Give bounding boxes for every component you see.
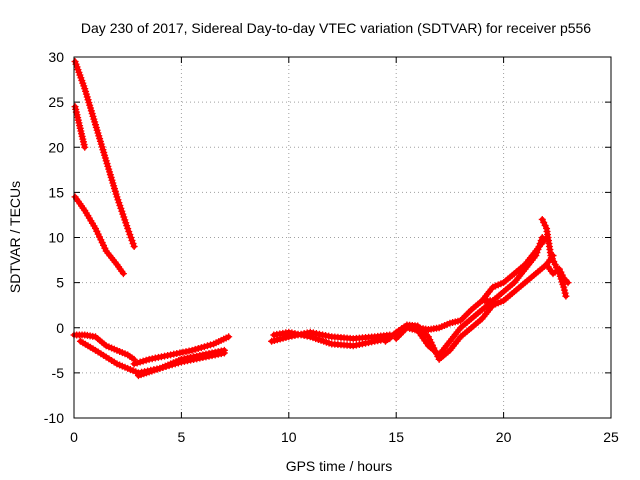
y-tick-label: 10 [48,230,64,246]
grid [74,57,611,418]
data-point-marker [547,252,555,260]
data-point-marker [159,363,167,371]
data-point-marker [197,344,205,352]
x-tick-label: 15 [388,429,404,445]
y-tick-label: -5 [52,365,65,381]
data-point-marker [558,271,566,279]
data-point-marker [156,364,164,372]
y-tick-label: -10 [44,410,64,426]
data-point-marker [203,342,211,350]
data-point-marker [225,333,233,341]
data-point-marker [562,292,570,300]
data-point-marker [533,249,541,257]
data-point-marker [535,243,543,251]
data-point-marker [142,356,150,364]
data-series [70,58,572,380]
series-arc-upper-30 [71,58,138,251]
data-point-marker [188,346,196,354]
series-arc-late-a [538,215,570,300]
y-axis-label: SDTVAR / TECUs [7,181,23,293]
y-tick-label: 5 [56,275,64,291]
data-point-marker [541,221,549,229]
x-tick-label: 25 [603,429,619,445]
data-point-marker [220,349,228,357]
data-point-marker [532,252,540,260]
data-point-marker [550,258,558,266]
data-point-marker [127,234,135,241]
series-arc-morning-d [134,349,228,380]
y-tick-label: 20 [48,139,64,155]
data-point-marker [133,359,141,367]
data-point-marker [139,357,147,365]
data-point-marker [540,218,548,226]
x-tick-label: 20 [496,429,512,445]
x-tick-label: 0 [70,429,78,445]
series-arc-late-b [543,261,572,287]
data-point-marker [168,361,176,369]
data-point-marker [557,268,565,276]
data-point-marker [194,345,202,353]
data-point-marker [548,255,556,263]
data-point-marker [564,279,572,287]
axis-ticks [73,56,612,419]
data-point-marker [561,289,569,297]
data-point-marker [191,345,199,353]
data-point-marker [538,215,546,223]
y-tick-label: 30 [48,49,64,65]
series-arc-morning-c [130,333,233,368]
data-point-marker [165,362,173,370]
data-point-marker [200,343,208,351]
data-point-marker [126,230,134,238]
data-point-marker [129,240,137,248]
data-point-marker [136,358,144,366]
x-tick-label: 10 [281,429,297,445]
data-point-marker [119,270,127,278]
chart-title: Day 230 of 2017, Sidereal Day-to-day VTE… [81,20,591,36]
y-tick-label: 0 [56,320,64,336]
y-tick-label: 15 [48,184,64,200]
data-point-marker [162,363,170,371]
data-point-marker [128,237,136,245]
x-axis-label: GPS time / hours [286,458,393,474]
data-point-marker [81,143,89,151]
data-point-marker [536,240,544,248]
data-point-marker [560,286,568,294]
data-point-marker [125,227,133,235]
y-tick-label: 25 [48,94,64,110]
data-point-marker [130,243,138,251]
data-point-marker [551,261,559,269]
series-arc-upper-25 [71,103,89,151]
tick-labels: 0 5 10 15 20 25 -10 -5 0 5 10 15 20 25 30 [44,49,619,445]
data-point-marker [124,224,132,232]
series-arc-morning-a [70,331,138,363]
x-tick-label: 5 [178,429,186,445]
data-point-marker [555,265,563,273]
data-point-marker [207,341,215,349]
data-point-marker [130,360,138,368]
series-arc-evening-a [478,234,546,305]
data-point-marker [534,246,542,254]
data-point-marker [560,283,568,291]
data-point-marker [174,359,182,367]
data-point-marker [537,237,545,245]
data-point-marker [171,360,179,368]
series-arc-evening-b [489,252,557,309]
